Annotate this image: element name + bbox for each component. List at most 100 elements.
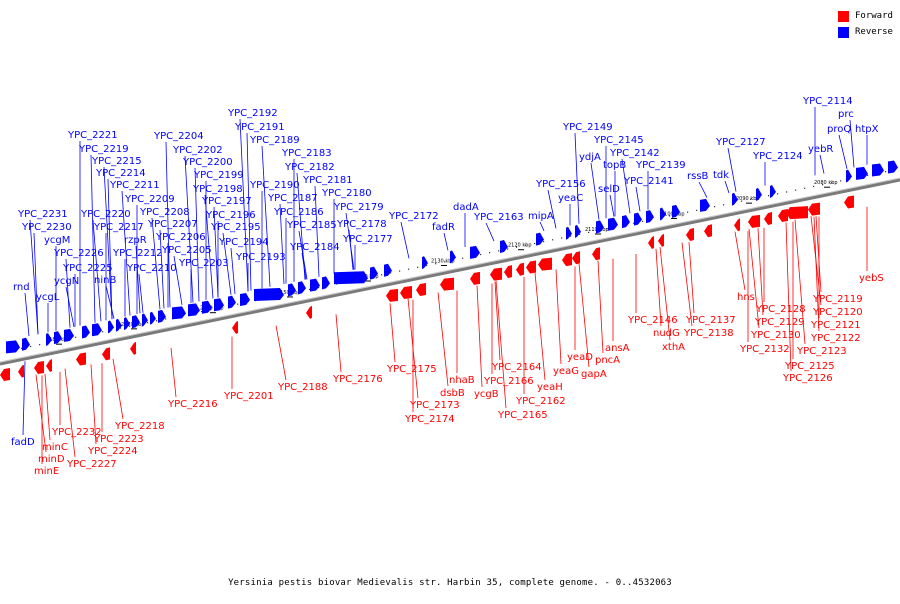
reverse-gene[interactable]	[450, 250, 456, 264]
reverse-gene[interactable]	[240, 292, 250, 306]
reverse-gene-label[interactable]: yeaC	[558, 193, 583, 204]
forward-gene-label[interactable]: YPC_2164	[491, 362, 542, 373]
reverse-gene-label[interactable]: YPC_2187	[267, 193, 318, 204]
reverse-gene[interactable]	[298, 281, 306, 295]
reverse-gene[interactable]	[322, 276, 330, 290]
reverse-gene-label[interactable]: yebR	[808, 144, 833, 155]
forward-gene-label[interactable]: YPC_2176	[332, 374, 383, 385]
reverse-gene-label[interactable]: ydjA	[579, 152, 601, 163]
reverse-gene-label[interactable]: rnd	[13, 282, 30, 293]
reverse-gene[interactable]	[64, 328, 74, 342]
forward-gene[interactable]	[538, 257, 552, 271]
reverse-gene-label[interactable]: ninB	[94, 275, 116, 286]
forward-gene-label[interactable]: YPC_2121	[810, 320, 861, 331]
reverse-gene-label[interactable]: YPC_2180	[321, 188, 372, 199]
reverse-gene-label[interactable]: prc	[838, 109, 854, 120]
reverse-gene-label[interactable]: YPC_2163	[473, 212, 524, 223]
forward-gene-label[interactable]: YPC_2128	[755, 304, 806, 315]
reverse-gene-label[interactable]: YPC_2183	[281, 148, 332, 159]
reverse-gene-label[interactable]: YPC_2198	[192, 184, 243, 195]
reverse-gene[interactable]	[214, 298, 224, 312]
forward-gene-label[interactable]: ansA	[605, 343, 630, 354]
forward-gene-label[interactable]: YPC_2132	[739, 344, 790, 355]
reverse-gene[interactable]	[46, 333, 52, 347]
reverse-gene-label[interactable]: mipA	[528, 211, 554, 222]
forward-gene-label[interactable]: YPC_2201	[223, 391, 274, 402]
reverse-gene[interactable]	[732, 192, 738, 206]
forward-gene[interactable]	[808, 202, 820, 216]
forward-gene[interactable]	[572, 251, 580, 265]
reverse-gene-label[interactable]: YPC_2215	[91, 156, 142, 167]
forward-gene-label[interactable]: YPC_2216	[167, 399, 218, 410]
reverse-gene-label[interactable]: YPC_2191	[234, 122, 285, 133]
reverse-gene[interactable]	[132, 315, 140, 329]
reverse-gene-label[interactable]: YPC_2202	[172, 145, 223, 156]
forward-gene-label[interactable]: YPC_2174	[404, 414, 455, 425]
reverse-gene-label[interactable]: YPC_2208	[139, 207, 190, 218]
reverse-gene-label[interactable]: YPC_2200	[182, 157, 233, 168]
reverse-gene[interactable]	[334, 271, 368, 285]
reverse-gene-label[interactable]: YPC_2219	[78, 144, 129, 155]
forward-gene[interactable]	[490, 267, 502, 281]
forward-gene[interactable]	[0, 368, 10, 381]
forward-gene[interactable]	[648, 235, 654, 249]
reverse-gene[interactable]	[422, 256, 428, 270]
forward-gene[interactable]	[76, 352, 86, 366]
reverse-gene-label[interactable]: proQ	[827, 124, 851, 135]
reverse-gene-label[interactable]: YPC_2196	[205, 210, 256, 221]
reverse-gene-label[interactable]: dadA	[453, 202, 479, 213]
forward-gene[interactable]	[46, 359, 52, 373]
reverse-gene-label[interactable]: YPC_2182	[284, 162, 335, 173]
forward-gene[interactable]	[440, 277, 454, 291]
reverse-gene-label[interactable]: YPC_2225	[62, 263, 113, 274]
reverse-gene-label[interactable]: YPC_2220	[80, 209, 131, 220]
reverse-gene-label[interactable]: YPC_2194	[218, 237, 269, 248]
forward-gene[interactable]	[18, 364, 24, 378]
reverse-gene-label[interactable]: htpX	[855, 124, 879, 135]
reverse-gene[interactable]	[872, 163, 884, 177]
reverse-gene[interactable]	[82, 325, 90, 339]
forward-gene-label[interactable]: minE	[34, 466, 59, 477]
reverse-gene[interactable]	[92, 323, 102, 337]
reverse-gene[interactable]	[575, 224, 581, 238]
reverse-gene-label[interactable]: YPC_2217	[93, 222, 144, 233]
reverse-gene[interactable]	[646, 210, 654, 224]
reverse-gene[interactable]	[310, 278, 320, 292]
reverse-gene-label[interactable]: YPC_2214	[95, 168, 146, 179]
forward-gene[interactable]	[526, 260, 536, 274]
reverse-gene-label[interactable]: YPC_2179	[333, 202, 384, 213]
reverse-gene-label[interactable]: YPC_2199	[193, 170, 244, 181]
forward-gene-label[interactable]: YPC_2162	[515, 396, 566, 407]
forward-gene[interactable]	[704, 224, 712, 238]
forward-gene-label[interactable]: YPC_2146	[627, 315, 678, 326]
reverse-gene-label[interactable]: YPC_2209	[124, 194, 175, 205]
reverse-gene-label[interactable]: YPC_2149	[562, 122, 613, 133]
forward-gene-label[interactable]: minD	[38, 454, 65, 465]
forward-gene[interactable]	[844, 195, 854, 209]
reverse-gene-label[interactable]: YPC_2210	[126, 263, 177, 274]
reverse-gene-label[interactable]: YPC_2205	[161, 245, 212, 256]
forward-gene[interactable]	[232, 320, 238, 334]
forward-gene-label[interactable]: YPC_2122	[810, 333, 861, 344]
reverse-gene[interactable]	[536, 232, 544, 246]
forward-gene-label[interactable]: YPC_2223	[93, 434, 144, 445]
reverse-gene-label[interactable]: YPC_2221	[67, 130, 118, 141]
reverse-gene-label[interactable]: YPC_2186	[273, 207, 324, 218]
reverse-gene[interactable]	[228, 295, 236, 309]
reverse-gene[interactable]	[756, 187, 762, 201]
reverse-gene-label[interactable]: YPC_2172	[388, 211, 439, 222]
forward-gene-label[interactable]: yeaG	[553, 366, 579, 377]
forward-gene-label[interactable]: YPC_2138	[683, 328, 734, 339]
forward-gene-label[interactable]: pncA	[595, 355, 620, 366]
reverse-gene[interactable]	[608, 217, 618, 231]
forward-gene[interactable]	[516, 262, 524, 276]
reverse-gene[interactable]	[888, 160, 898, 174]
reverse-gene[interactable]	[116, 318, 122, 332]
legend-reverse[interactable]: Reverse	[838, 24, 898, 40]
forward-gene-label[interactable]: YPC_2227	[66, 459, 117, 470]
forward-gene-label[interactable]: YPC_2119	[812, 294, 863, 305]
reverse-gene[interactable]	[634, 212, 642, 226]
forward-gene-label[interactable]: yebS	[859, 273, 884, 284]
reverse-gene-label[interactable]: YPC_2142	[609, 148, 660, 159]
reverse-gene[interactable]	[142, 313, 148, 327]
